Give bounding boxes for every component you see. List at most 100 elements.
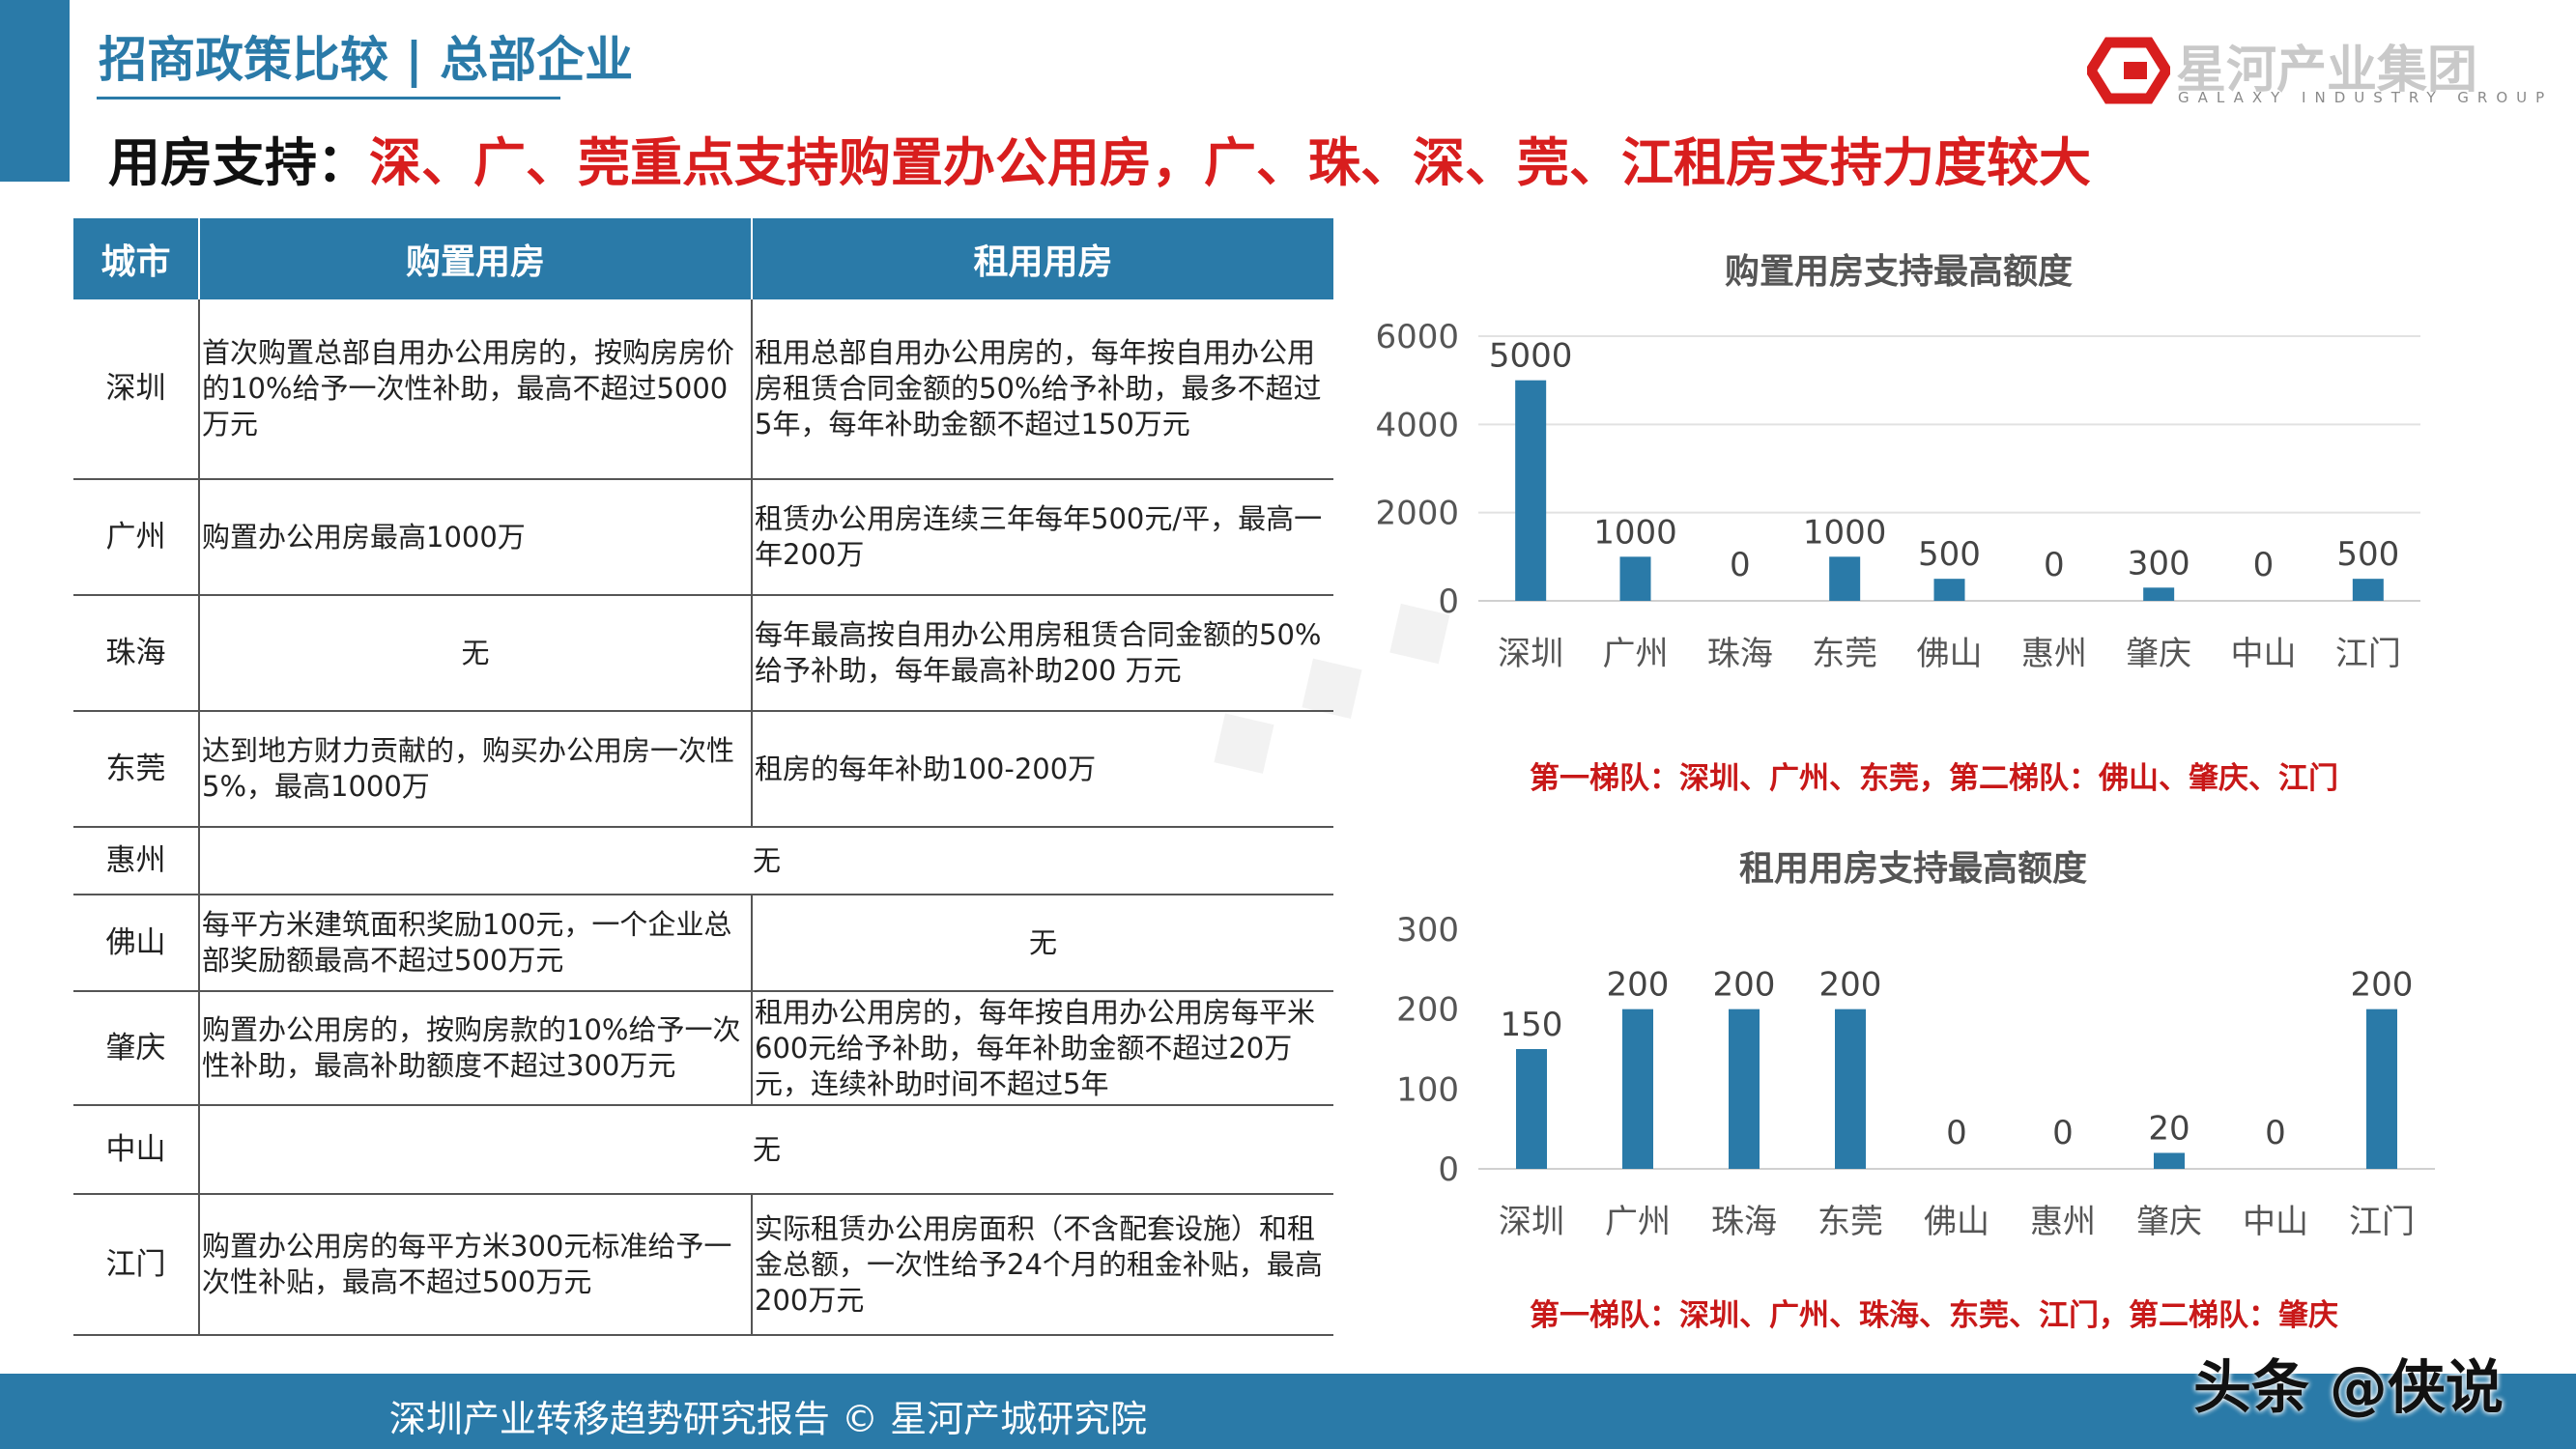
data-label: 1000 (1803, 513, 1887, 552)
policy-table: 城市 购置用房 租用用房 深圳 首次购置总部自用办公用房的，按购房房价的10%给… (73, 218, 1333, 1336)
bar (1516, 1049, 1547, 1169)
purchase-cell: 每平方米建筑面积奖励100元，一个企业总部奖励额最高不超过500万元 (199, 895, 753, 992)
bar (1515, 380, 1547, 601)
rent-cell: 租用总部自用办公用房的，每年按自用办公用房租赁合同金额的50%给予补助，最多不超… (752, 299, 1333, 480)
logo-name: 星河产业集团 (2176, 42, 2478, 99)
purchase-cell: 达到地方财力贡献的，购买办公用房一次性5%，最高1000万 (199, 711, 753, 828)
y-tick-label: 6000 (1375, 318, 1459, 356)
hexagon-logo-icon (2087, 37, 2170, 104)
data-label: 200 (1713, 966, 1776, 1005)
city-cell: 东莞 (73, 711, 200, 828)
rent-cell: 租用办公用房的，每年按自用办公用房每平米600元给予补助，每年补助金额不超过20… (752, 991, 1333, 1106)
merged-cell: 无 (199, 1105, 1333, 1195)
table-row: 江门 购置办公用房的每平方米300元标准给予一次性补贴，最高不超过500万元 实… (73, 1194, 1333, 1336)
y-tick-label: 4000 (1375, 406, 1459, 444)
rent-cell: 租赁办公用房连续三年每年500元/平，最高一年200万 (752, 479, 1333, 596)
y-tick-label: 0 (1438, 1151, 1459, 1189)
y-tick-label: 2000 (1375, 495, 1459, 533)
x-tick-label: 中山 (2243, 1203, 2308, 1241)
bar (1622, 1009, 1653, 1169)
x-tick-label: 广州 (1605, 1203, 1671, 1241)
merged-cell: 无 (199, 827, 1333, 895)
table-row: 珠海 无 每年最高按自用办公用房租赁合同金额的50%给予补助，每年最高补助200… (73, 595, 1333, 712)
footer-bar: 深圳产业转移趋势研究报告 © 星河产城研究院 (0, 1374, 2576, 1449)
bar (2352, 579, 2384, 601)
headline: 用房支持：深、广、莞重点支持购置办公用房，广、珠、深、莞、江租房支持力度较大 (108, 120, 2091, 196)
data-label: 200 (2351, 966, 2414, 1005)
headline-prefix: 用房支持： (108, 132, 369, 193)
x-tick-label: 中山 (2231, 635, 2297, 673)
y-tick-label: 200 (1396, 991, 1459, 1030)
footer-text: 深圳产业转移趋势研究报告 © 星河产城研究院 (388, 1398, 1148, 1440)
purchase-support-chart: 0 2000 4000 6000 5000 深圳 1000 广州 0 珠海 1000 东莞 500 佛山 0… (1375, 318, 2420, 673)
city-cell: 江门 (73, 1194, 200, 1336)
header-rent: 租用用房 (752, 218, 1333, 299)
x-tick-label: 珠海 (1707, 635, 1773, 673)
bar (2366, 1009, 2397, 1169)
table-row: 惠州 无 (73, 827, 1333, 895)
rent-cell: 每年最高按自用办公用房租赁合同金额的50%给予补助，每年最高补助200 万元 (752, 595, 1333, 712)
x-tick-label: 东莞 (1812, 635, 1877, 673)
purchase-cell: 首次购置总部自用办公用房的，按购房房价的10%给予一次性补助，最高不超过5000… (199, 299, 753, 480)
x-tick-label: 惠州 (2030, 1203, 2096, 1241)
x-tick-label: 深圳 (1499, 1203, 1564, 1241)
data-label: 150 (1501, 1006, 1563, 1044)
header-purchase: 购置用房 (199, 218, 753, 299)
logo-subtitle: GALAXY INDUSTRY GROUP (2178, 89, 2554, 106)
city-cell: 深圳 (73, 299, 200, 480)
data-label: 500 (2336, 535, 2399, 574)
section-title: 招商政策比较 | 总部企业 (99, 32, 634, 88)
x-tick-label: 肇庆 (2136, 1203, 2202, 1241)
city-cell: 珠海 (73, 595, 200, 712)
chart2-note: 第一梯队：深圳、广州、珠海、东莞、江门，第二梯队：肇庆 (1530, 1298, 2338, 1333)
purchase-cell: 无 (199, 595, 753, 712)
chart1-note: 第一梯队：深圳、广州、东莞，第二梯队：佛山、肇庆、江门 (1530, 761, 2338, 796)
title-underline (97, 97, 560, 99)
x-tick-label: 珠海 (1711, 1203, 1777, 1241)
chart2-title: 租用用房支持最高额度 (1739, 849, 2088, 889)
data-label: 0 (2044, 546, 2065, 584)
purchase-cell: 购置办公用房的，按购房款的10%给予一次性补助，最高补助额度不超过300万元 (199, 991, 753, 1106)
company-logo: 星河产业集团 GALAXY INDUSTRY GROUP (2087, 29, 2544, 116)
purchase-cell: 购置办公用房最高1000万 (199, 479, 753, 596)
x-tick-label: 肇庆 (2126, 635, 2191, 673)
table-row: 深圳 首次购置总部自用办公用房的，按购房房价的10%给予一次性补助，最高不超过5… (73, 299, 1333, 480)
x-tick-label: 广州 (1603, 635, 1669, 673)
data-label: 5000 (1489, 337, 1573, 376)
y-tick-label: 300 (1396, 911, 1459, 950)
table-row: 东莞 达到地方财力贡献的，购买办公用房一次性5%，最高1000万 租房的每年补助… (73, 711, 1333, 828)
data-label: 500 (1918, 535, 1981, 574)
source-watermark: 头条 @侠说 (2193, 1354, 2504, 1422)
rent-cell: 无 (752, 895, 1333, 992)
data-label: 0 (2265, 1114, 2286, 1152)
purchase-cell: 购置办公用房的每平方米300元标准给予一次性补贴，最高不超过500万元 (199, 1194, 753, 1336)
bar (2154, 1152, 2185, 1169)
data-label: 0 (2253, 546, 2275, 584)
accent-bar (0, 0, 70, 182)
y-tick-label: 100 (1396, 1070, 1459, 1109)
x-tick-label: 深圳 (1498, 635, 1563, 673)
bar (1829, 556, 1861, 601)
y-tick-label: 0 (1438, 582, 1459, 621)
bar (1619, 556, 1651, 601)
table-row: 佛山 每平方米建筑面积奖励100元，一个企业总部奖励额最高不超过500万元 无 (73, 895, 1333, 992)
city-cell: 中山 (73, 1105, 200, 1195)
table-row: 中山 无 (73, 1105, 1333, 1195)
data-label: 1000 (1593, 513, 1677, 552)
data-label: 0 (1946, 1114, 1967, 1152)
table-row: 肇庆 购置办公用房的，按购房款的10%给予一次性补助，最高补助额度不超过300万… (73, 991, 1333, 1106)
bar (1729, 1009, 1760, 1169)
x-tick-label: 佛山 (1917, 635, 1983, 673)
data-label: 20 (2148, 1109, 2190, 1148)
x-tick-label: 东莞 (1818, 1203, 1883, 1241)
city-cell: 广州 (73, 479, 200, 596)
city-cell: 惠州 (73, 827, 200, 895)
x-tick-label: 江门 (2335, 635, 2401, 673)
data-label: 0 (2052, 1114, 2074, 1152)
data-label: 300 (2128, 544, 2190, 582)
chart1-title: 购置用房支持最高额度 (1725, 252, 2074, 292)
bar (1933, 579, 1965, 601)
city-cell: 肇庆 (73, 991, 200, 1106)
x-tick-label: 佛山 (1924, 1203, 1989, 1241)
table-header-row: 城市 购置用房 租用用房 (73, 218, 1333, 299)
